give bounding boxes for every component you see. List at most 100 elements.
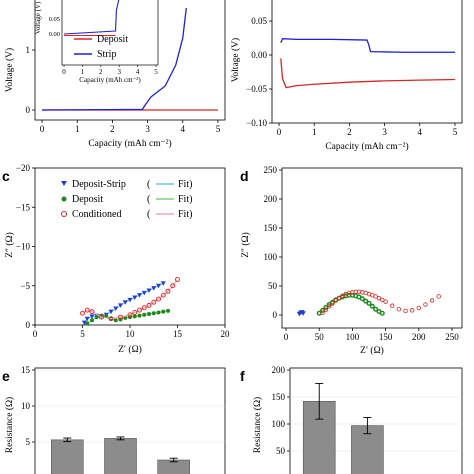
panel-b: 0 1 2 3 4 5 0.05 0.00 −0.05 −0.10 Capacity (mAh cm… [230, 0, 463, 152]
panel-d-ytick-label: 0 [273, 310, 278, 320]
legend-c-deposit-strip-marker [61, 181, 67, 186]
panel-c-conditioned-point [108, 316, 114, 322]
panel-c-deposit-strip-point [118, 303, 123, 308]
panel-e: 151050Resistance (Ω)e [2, 365, 226, 474]
panel-e-bar [50, 439, 84, 474]
panel-c-deposit-point [123, 315, 128, 320]
panel-f-frame [289, 367, 463, 474]
panel-e-bar [104, 438, 137, 474]
panel-c-conditioned-point [132, 309, 138, 315]
panel-d-conditioned-point [336, 295, 342, 301]
panel-c-conditioned-point [80, 310, 85, 316]
panel-c-conditioned-point [141, 305, 147, 311]
panel-c: 0 5 10 15 20 −20 −15 −10 −5 0 Z′ (Ω) Z″ (Ω) c Deposit… [2, 163, 230, 355]
panel-c-deposit-point [161, 309, 166, 314]
panel-d-deposit-point [379, 310, 385, 316]
panel-a-xtick-label: 3 [145, 124, 150, 134]
panel-c-ytick-label: −10 [16, 242, 31, 252]
legend-c-conditioned-fit-label: Fit) [178, 209, 192, 220]
panel-c-conditioned-point [165, 288, 171, 294]
panel-c-deposit-point [132, 314, 137, 319]
panel-d-conditioned-point [380, 297, 385, 303]
panel-d-deposit-point [373, 306, 379, 312]
panel-b-ytick-label: −0.05 [246, 84, 267, 94]
panel-c-deposit-strip-point [108, 309, 114, 315]
panel-c-conditioned-point [137, 307, 142, 313]
panel-c-xtick-label: 15 [173, 329, 183, 339]
panel-d-conditioned-point [403, 308, 408, 314]
inset-ytick-label: 0.05 [49, 16, 60, 23]
panel-d-deposit-point [369, 303, 375, 309]
panel-c-deposit-point [137, 313, 142, 318]
panel-d-conditioned-point [416, 305, 421, 311]
panel-c-conditioned-point [156, 296, 161, 302]
inset-xlabel: Capacity (mAh cm⁻²) [79, 76, 141, 84]
panel-c-deposit-strip-point [146, 288, 152, 293]
panel-a-xtick-label: 2 [110, 124, 115, 134]
panel-c-deposit-point [147, 312, 151, 317]
legend-c-deposit-strip-label: Deposit-Strip [72, 179, 126, 190]
panel-f-ytick-label: 100 [272, 419, 286, 429]
panel-c-conditioned-point [170, 283, 176, 289]
panel-d-ytick-label: 100 [264, 252, 278, 262]
panel-b-xtick-label: 1 [312, 127, 317, 137]
panel-c-conditioned-point [146, 302, 152, 308]
panel-d-xtick-label: 0 [284, 332, 289, 342]
panel-d-ylabel: Z″ (Ω) [240, 232, 251, 258]
panel-c-xtick-label: 10 [126, 329, 136, 339]
panel-c-deposit-strip-point [151, 286, 157, 291]
inset-xtick-label: 2 [99, 68, 103, 76]
panel-f-ytick-label: 150 [272, 392, 286, 402]
panel-b-ylabel: Voltage (V) [230, 38, 241, 82]
panel-f-ytick-label: 50 [276, 446, 286, 456]
panel-d-conditioned-point [330, 301, 335, 306]
panel-c-deposit-strip-point [113, 306, 119, 312]
panel-a-xtick-label: 4 [181, 124, 186, 134]
panel-d: 0 50 100 150 200 250 0 50 100 150 200 250 Z′ (Ω) Z″ (… [240, 165, 463, 356]
panel-a-ytick-label: 1 [26, 45, 31, 55]
panel-c-conditioned-point [160, 292, 166, 298]
panel-a-xlabel: Capacity (mAh cm⁻²) [88, 138, 171, 149]
panel-c-ylabel: Z″ (Ω) [4, 232, 15, 258]
panel-d-conditioned-point [429, 298, 435, 303]
panel-a-xtick-label: 5 [216, 124, 221, 134]
panel-e-frame [34, 367, 226, 474]
legend-c-deposit-marker [61, 196, 67, 202]
legend-c-conditioned-label: Conditioned [72, 209, 121, 220]
inset-ytick-label: 0.00 [49, 31, 60, 38]
panel-d-conditioned-point [383, 299, 388, 304]
inset-xtick-label: 5 [154, 68, 158, 76]
panel-a-xtick-label: 0 [40, 124, 45, 134]
panel-d-frame [281, 167, 463, 329]
panel-d-conditioned-point [423, 302, 428, 307]
panel-b-series-strip-line [280, 38, 455, 53]
inset-xtick-label: 0 [62, 68, 66, 76]
panel-e-label: e [2, 368, 10, 384]
panel-d-conditioned-point [376, 295, 382, 301]
panel-d-conditioned-point [396, 307, 402, 312]
panel-d-ytick-label: 250 [264, 165, 278, 175]
panel-b-xtick-label: 5 [453, 127, 458, 137]
panel-c-conditioned-point [99, 314, 104, 320]
panel-b-xtick-label: 3 [382, 127, 387, 137]
panel-a-ytick-label: 0 [26, 105, 31, 115]
panel-d-deposit-point [359, 296, 365, 302]
panel-b-xtick-label: 2 [347, 127, 352, 137]
panel-c-deposit-point [156, 310, 161, 315]
panel-c-ytick-label: −15 [16, 202, 31, 212]
panel-c-conditioned-point [151, 299, 157, 305]
panel-b-xtick-label: 4 [418, 127, 423, 137]
panel-d-conditioned-point [333, 298, 338, 303]
panel-b-ytick-label: 0.05 [251, 16, 267, 26]
panel-d-ytick-label: 200 [264, 194, 278, 204]
panel-b-xtick-label: 0 [277, 127, 282, 137]
panel-c-deposit-point [94, 315, 99, 320]
panel-d-conditioned-point [323, 307, 329, 312]
panel-c-deposit-strip-point [81, 320, 87, 326]
legend-c-deposit-paren: ( [147, 194, 151, 205]
panel-b-xlabel: Capacity (mAh cm⁻²) [325, 141, 408, 152]
panel-d-deposit-strip-point [300, 311, 306, 316]
panel-b-ytick-label: 0.00 [251, 50, 267, 60]
panel-a-frame [34, 0, 226, 121]
